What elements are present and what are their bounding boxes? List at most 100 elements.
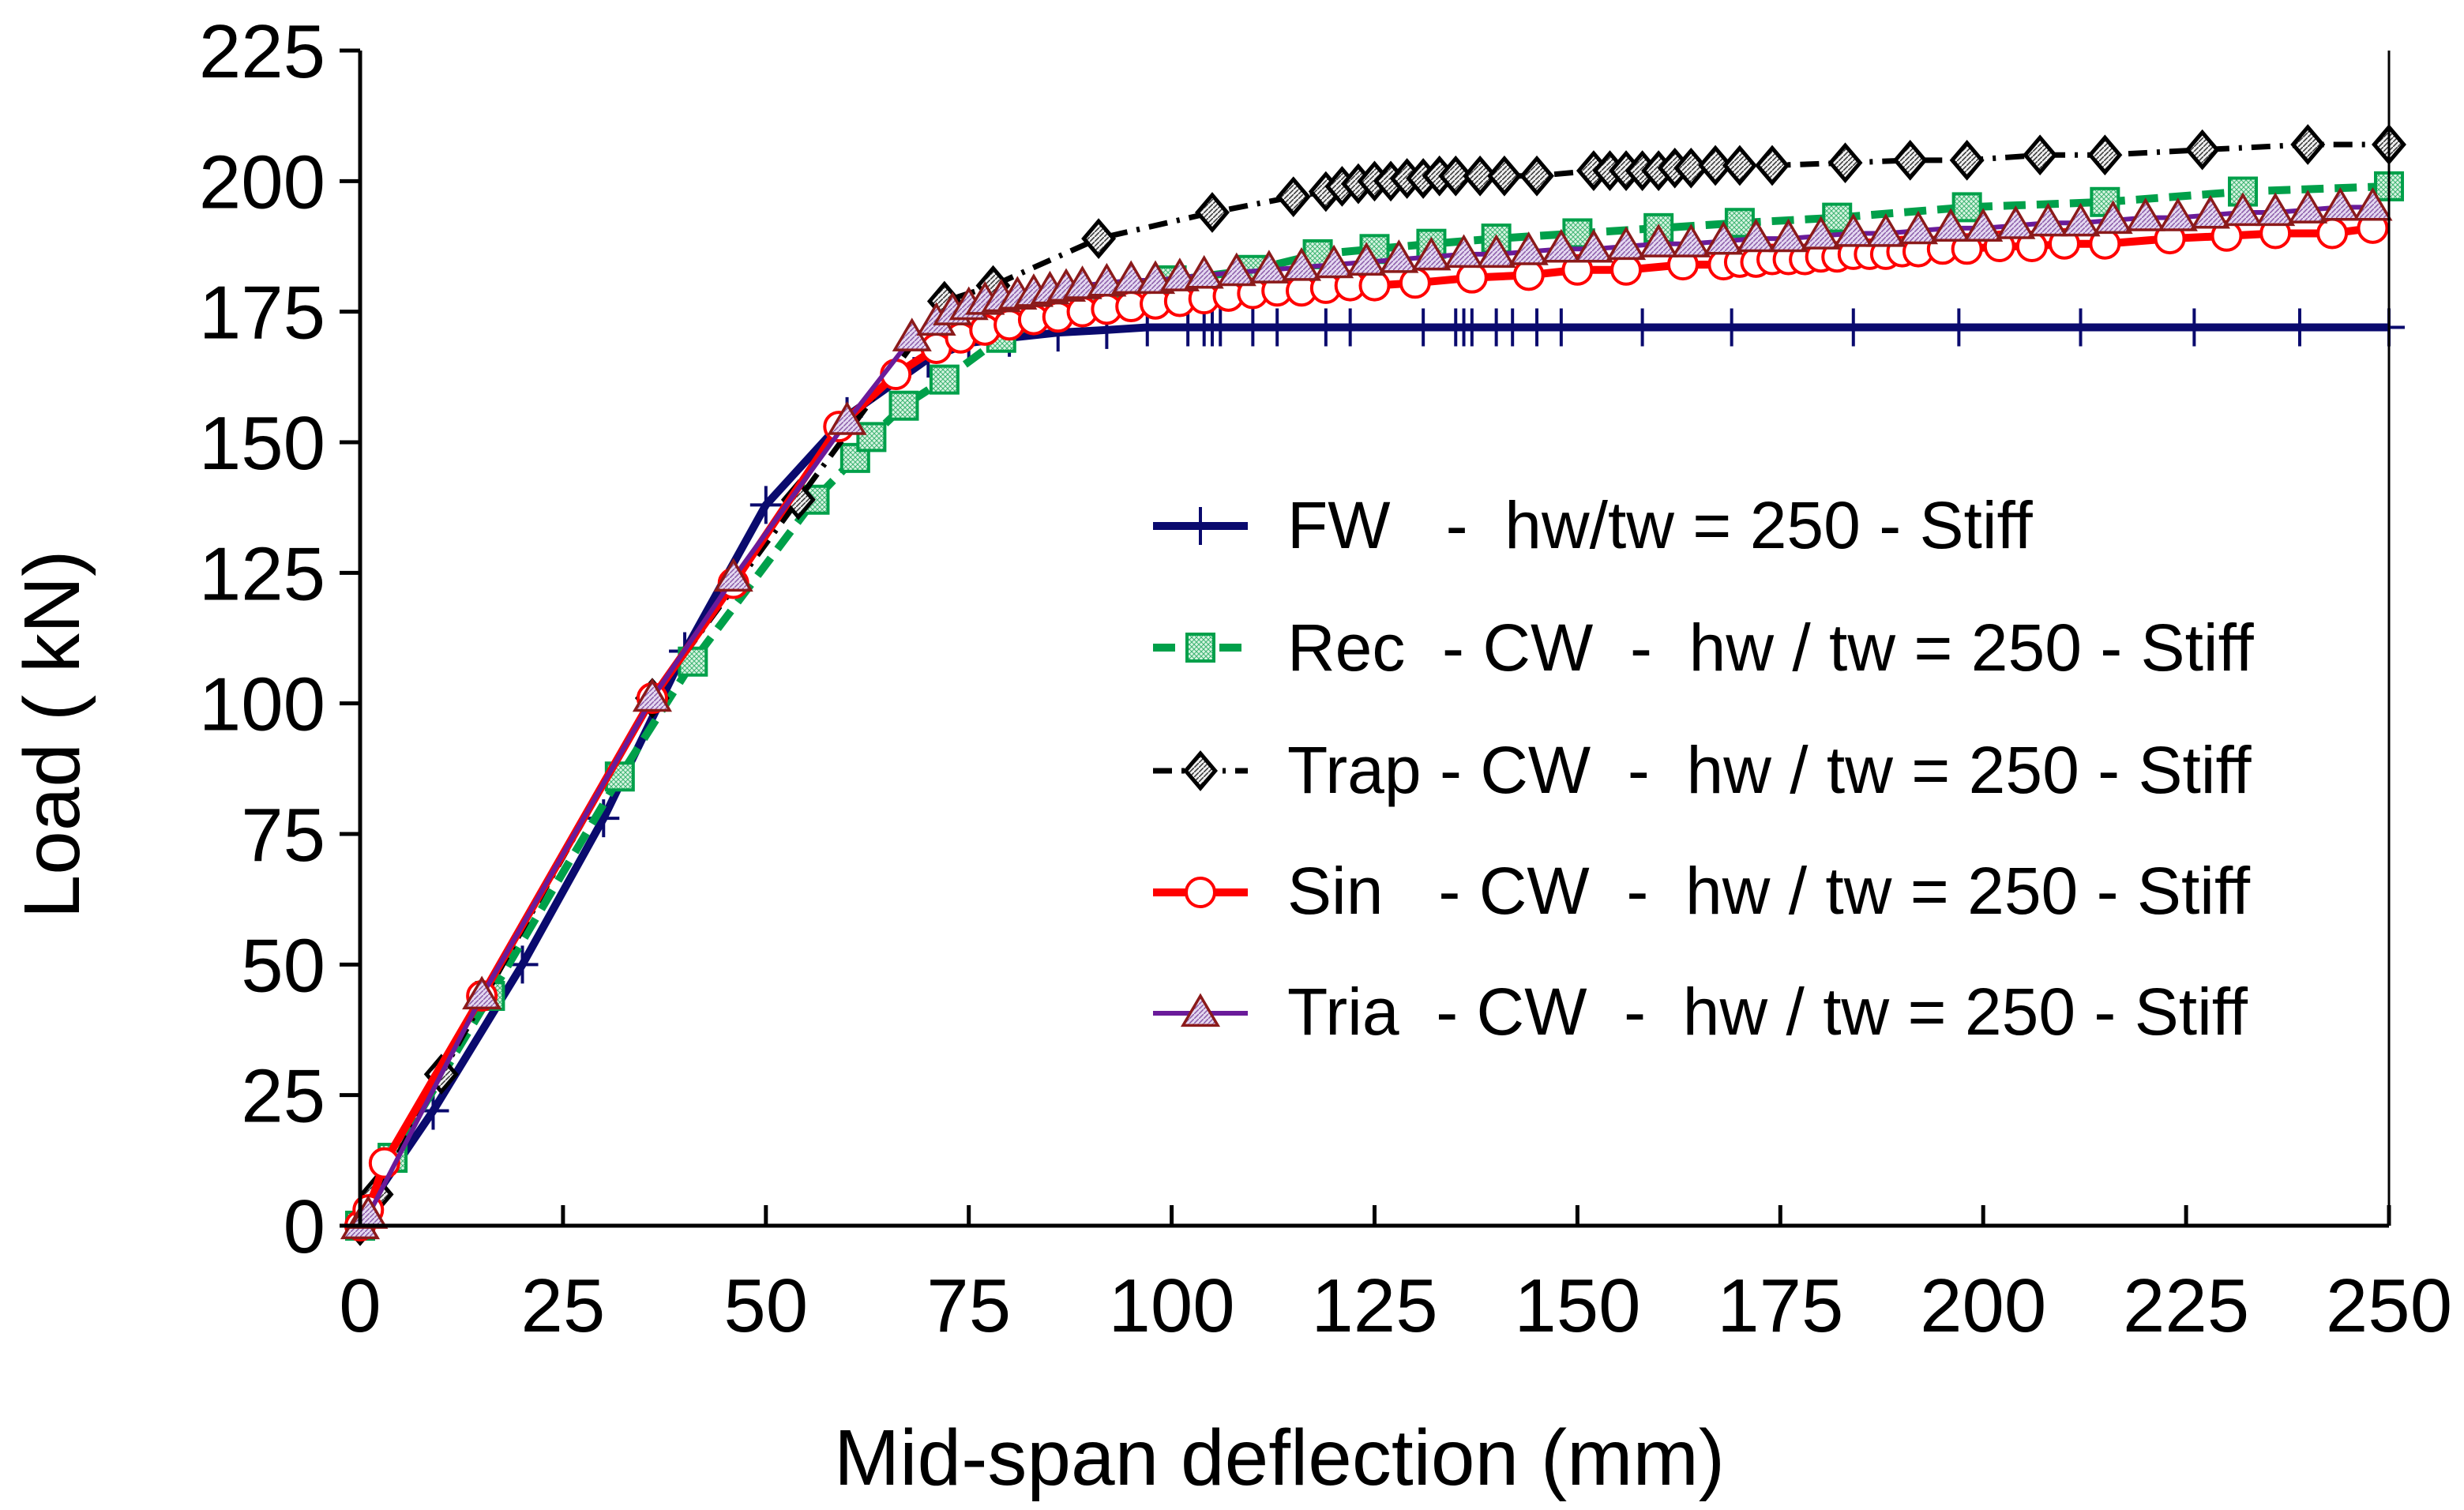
y-tick-label: 150 [199, 401, 325, 486]
data-point-plus [2178, 308, 2210, 347]
data-point-triangle [2288, 190, 2328, 223]
legend-label: Rec - CW - hw / tw = 250 - Stiff [1287, 610, 2254, 685]
series-line [357, 141, 2389, 1227]
legend-symbol [1153, 750, 1248, 791]
data-point-triangle [2353, 186, 2393, 221]
x-tick-label: 75 [926, 1264, 1011, 1348]
data-point-diamond [1081, 218, 1117, 259]
data-point-diamond [2087, 134, 2123, 176]
y-tick-label: 125 [199, 532, 325, 616]
data-point-circle [1512, 259, 1545, 291]
data-point-triangle [1703, 220, 1744, 255]
data-point-triangle [713, 558, 753, 592]
data-point-triangle [1865, 213, 1906, 247]
data-point-triangle [827, 401, 867, 435]
data-point-square [1822, 202, 1853, 233]
legend-item-trap: Trap - CW - hw / tw = 250 - Stiff [1153, 733, 2252, 807]
data-point-circle [2048, 227, 2080, 260]
data-point-triangle [1541, 228, 1581, 263]
legend-label: FW - hw/tw = 250 - Stiff [1287, 488, 2033, 562]
data-point-circle [2316, 217, 2349, 250]
series-diamond [343, 124, 2406, 1246]
data-point-diamond [1827, 142, 1863, 184]
data-point-plus [1185, 507, 1216, 545]
legend-label: Tria - CW - hw / tw = 250 - Stiff [1287, 975, 2248, 1049]
data-point-triangle [1768, 218, 1809, 253]
data-point-diamond [2023, 134, 2058, 176]
data-point-plus [1626, 308, 1658, 347]
data-point-triangle [1216, 252, 1256, 287]
legend-symbol [1153, 507, 1248, 545]
series-line [358, 205, 2373, 1227]
data-point-square [888, 390, 919, 421]
data-point-triangle [2222, 192, 2263, 227]
data-point-triangle [632, 678, 672, 712]
data-point-plus [749, 486, 782, 524]
legend-label: Trap - CW - hw / tw = 250 - Stiff [1287, 733, 2252, 807]
data-point-triangle [462, 975, 502, 1010]
data-point-triangle [1184, 254, 1224, 289]
data-point-circle [1399, 267, 1431, 299]
data-point-triangle [1508, 231, 1549, 265]
y-tick-label: 100 [199, 663, 325, 747]
x-tick-label: 250 [2326, 1264, 2452, 1348]
data-point-diamond [1949, 140, 1985, 181]
data-point-triangle [2060, 202, 2101, 237]
data-point-plus [1261, 308, 1294, 347]
data-point-circle [1561, 254, 1594, 286]
data-point-circle [1455, 261, 1488, 294]
data-point-triangle [1249, 250, 1289, 284]
data-point-diamond [1519, 155, 1555, 197]
data-point-triangle [1347, 242, 1387, 276]
data-point-diamond [1183, 750, 1218, 791]
data-point-triangle [2125, 197, 2165, 231]
data-point-triangle [1379, 239, 1419, 273]
data-point-triangle [1476, 234, 1516, 269]
data-point-diamond [1194, 192, 1230, 233]
data-point-circle [1185, 877, 1216, 908]
legend-symbol [1153, 633, 1248, 663]
x-tick-label: 175 [1717, 1264, 1843, 1348]
data-point-diamond [1275, 176, 1311, 218]
data-point-diamond [1486, 155, 1522, 197]
data-point-plus [1407, 308, 1440, 347]
y-axis-title: Load ( kN) [8, 550, 96, 919]
data-point-triangle [1573, 228, 1614, 263]
legend-item-rec: Rec - CW - hw / tw = 250 - Stiff [1153, 610, 2254, 685]
legend-item-sin: Sin - CW - hw / tw = 250 - Stiff [1153, 854, 2251, 928]
y-tick-label: 200 [199, 140, 325, 224]
legend: FW - hw/tw = 250 - Stiff Rec - CW - hw /… [1153, 488, 2254, 1049]
data-point-triangle [1833, 213, 1873, 247]
data-point-triangle [1963, 208, 2004, 242]
data-point-circle [1610, 254, 1643, 286]
data-point-plus [1545, 308, 1577, 347]
y-tick-label: 225 [199, 9, 325, 94]
legend-symbol [1153, 993, 1248, 1027]
data-point-plus [1837, 308, 1869, 347]
data-point-square [1951, 192, 1982, 223]
y-tick-label: 175 [199, 271, 325, 355]
data-point-triangle [1111, 260, 1151, 295]
y-ticks: 0 25 50 75 100 125 150 175 200 225 [199, 9, 360, 1269]
data-point-square [929, 364, 960, 395]
data-point-diamond [2290, 124, 2326, 165]
data-point-triangle [1314, 244, 1354, 279]
data-point-diamond [1698, 145, 1733, 186]
data-point-diamond [1722, 145, 1757, 186]
data-point-diamond [780, 479, 816, 520]
x-tick-label: 225 [2123, 1264, 2249, 1348]
data-point-diamond [1463, 155, 1498, 197]
data-point-triangle [2320, 186, 2361, 221]
data-point-diamond [1438, 155, 1474, 197]
data-point-triangle [1931, 208, 1971, 242]
data-point-plus [1943, 308, 1975, 347]
data-point-circle [1951, 233, 1983, 265]
legend-label: Sin - CW - hw / tw = 250 - Stiff [1287, 854, 2251, 928]
data-point-square [1185, 633, 1215, 663]
x-axis-title: Mid-span deflection (mm) [834, 1414, 1725, 1502]
data-point-triangle [1898, 210, 1939, 245]
data-point-triangle [1736, 218, 1776, 253]
data-point-triangle [2256, 192, 2296, 227]
x-ticks: 0 25 50 75 100 125 150 175 200 225 250 [339, 1205, 2452, 1348]
